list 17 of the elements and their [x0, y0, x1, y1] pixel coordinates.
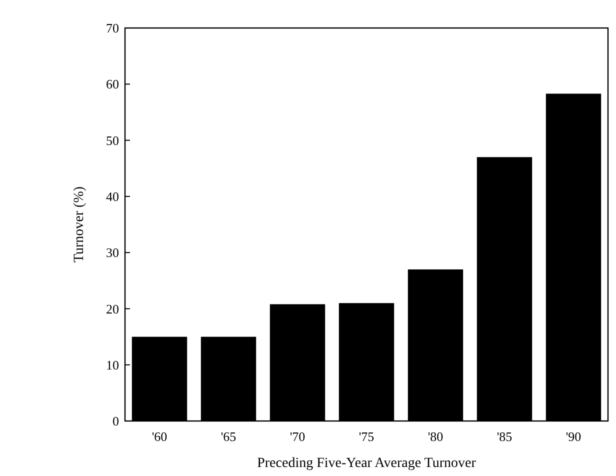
y-tick-label: 20 — [106, 301, 119, 316]
x-tick-label: '85 — [496, 429, 512, 444]
y-tick-label: 60 — [106, 76, 119, 92]
x-tick-label: '80 — [428, 429, 444, 444]
x-tick-label: '70 — [290, 429, 306, 444]
x-tick-label: '75 — [358, 429, 374, 444]
x-tick-label: '90 — [566, 429, 582, 444]
y-tick-label: 10 — [106, 357, 119, 372]
y-axis-title: Turnover (%) — [72, 186, 87, 263]
y-tick-label: 30 — [106, 245, 119, 260]
y-tick-label: 70 — [106, 20, 119, 36]
x-tick-label: '60 — [152, 429, 168, 444]
y-tick-label: 50 — [106, 132, 119, 148]
x-axis-title: Preceding Five-Year Average Turnover — [257, 456, 476, 471]
x-tick-label: '65 — [220, 429, 236, 444]
y-tick-label: 0 — [112, 414, 119, 429]
y-tick-label: 40 — [106, 188, 119, 204]
